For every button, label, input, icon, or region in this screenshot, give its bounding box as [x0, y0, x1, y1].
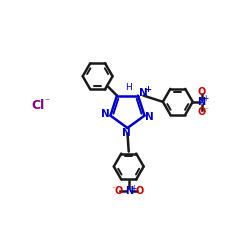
Text: N: N: [100, 109, 109, 119]
Text: O: O: [198, 87, 206, 97]
Text: +: +: [144, 85, 151, 94]
Text: N: N: [145, 112, 154, 122]
Text: H: H: [125, 83, 132, 92]
Text: +: +: [202, 94, 208, 103]
Text: ⁻: ⁻: [112, 184, 116, 193]
Text: N: N: [125, 186, 133, 196]
Text: N: N: [122, 128, 130, 138]
Text: ⁻: ⁻: [44, 97, 49, 107]
Text: O: O: [198, 107, 206, 117]
Text: N: N: [139, 88, 148, 98]
Text: O: O: [135, 186, 143, 196]
Text: O: O: [114, 186, 122, 196]
Text: ⁻: ⁻: [204, 105, 208, 114]
Text: +: +: [130, 184, 136, 193]
Text: N: N: [198, 97, 206, 107]
Text: Cl: Cl: [31, 98, 44, 112]
